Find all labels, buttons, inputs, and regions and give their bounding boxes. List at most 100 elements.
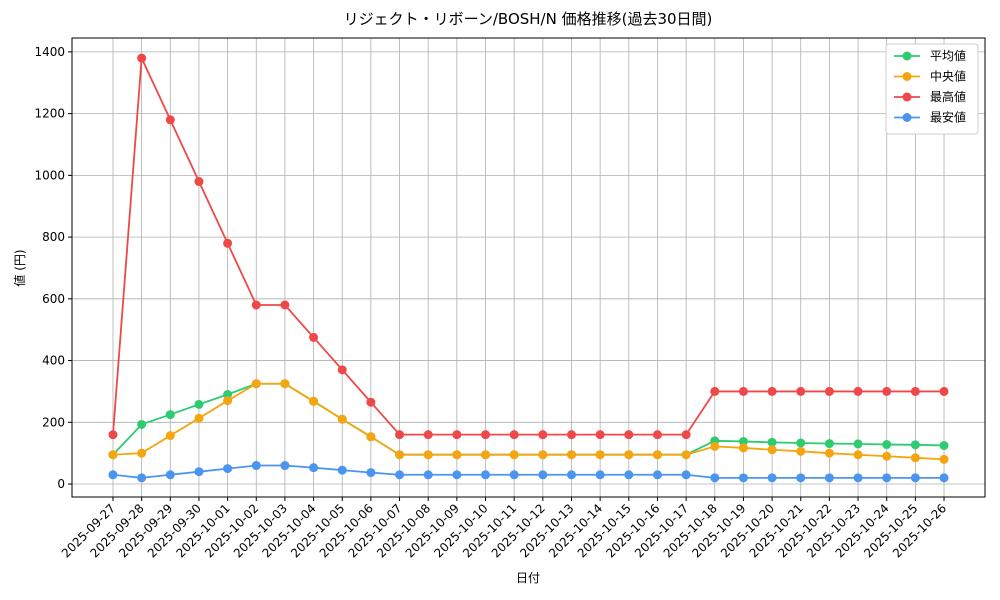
- data-point: [767, 437, 777, 447]
- data-point: [280, 379, 290, 389]
- data-point: [939, 440, 949, 450]
- data-point: [796, 473, 806, 483]
- data-point: [223, 396, 233, 406]
- legend-label: 中央値: [930, 69, 966, 84]
- series-line: [112, 382, 945, 461]
- data-point: [824, 386, 834, 396]
- data-point: [452, 470, 462, 480]
- data-point: [251, 379, 261, 389]
- data-point: [481, 450, 491, 460]
- data-point: [366, 468, 376, 478]
- y-tick-label: 1200: [34, 107, 65, 121]
- data-point: [280, 300, 290, 310]
- data-point: [853, 450, 863, 460]
- data-point: [165, 115, 175, 125]
- data-point: [566, 430, 576, 440]
- data-point: [423, 430, 433, 440]
- data-point: [137, 448, 147, 458]
- data-point: [595, 430, 605, 440]
- y-tick-label: 600: [42, 292, 65, 306]
- data-point: [796, 386, 806, 396]
- legend-marker: [902, 92, 912, 102]
- y-tick-label: 1000: [34, 168, 65, 182]
- data-point: [165, 410, 175, 420]
- data-point: [223, 238, 233, 248]
- data-point: [165, 470, 175, 480]
- data-point: [538, 470, 548, 480]
- data-point: [681, 430, 691, 440]
- data-point: [738, 473, 748, 483]
- data-point: [509, 450, 519, 460]
- data-point: [738, 443, 748, 453]
- data-point: [137, 473, 147, 483]
- series-line: [112, 54, 945, 436]
- data-point: [538, 450, 548, 460]
- legend-marker: [902, 51, 912, 61]
- plot-frame: [71, 37, 986, 498]
- data-point: [767, 386, 777, 396]
- data-point: [853, 439, 863, 449]
- data-point: [824, 473, 834, 483]
- data-point: [481, 430, 491, 440]
- data-point: [337, 414, 347, 424]
- data-point: [796, 446, 806, 456]
- data-point: [652, 430, 662, 440]
- data-point: [452, 450, 462, 460]
- data-point: [137, 53, 147, 63]
- data-point: [624, 470, 634, 480]
- data-point: [681, 450, 691, 460]
- legend-marker: [902, 113, 912, 122]
- legend-label: 平均値: [930, 48, 966, 63]
- data-point: [423, 470, 433, 480]
- data-point: [395, 450, 405, 460]
- legend-box: [885, 43, 979, 135]
- data-point: [108, 430, 118, 440]
- data-point: [882, 473, 892, 483]
- data-point: [395, 470, 405, 480]
- data-point: [710, 386, 720, 396]
- data-point: [910, 453, 920, 463]
- data-point: [595, 470, 605, 480]
- data-point: [251, 461, 261, 471]
- data-point: [939, 454, 949, 464]
- x-axis-label: 日付: [516, 571, 540, 585]
- data-point: [194, 413, 204, 423]
- data-point: [681, 470, 691, 480]
- data-point: [566, 470, 576, 480]
- y-tick-label: 0: [57, 477, 65, 491]
- data-point: [108, 470, 118, 480]
- data-point: [910, 473, 920, 483]
- data-point: [366, 432, 376, 442]
- legend-label: 最高値: [930, 89, 966, 104]
- data-point: [194, 467, 204, 477]
- y-tick-label: 800: [42, 230, 65, 244]
- data-point: [710, 473, 720, 483]
- data-point: [366, 397, 376, 407]
- data-point: [796, 438, 806, 448]
- data-point: [824, 448, 834, 458]
- data-point: [108, 450, 118, 460]
- data-point: [423, 450, 433, 460]
- data-point: [853, 386, 863, 396]
- data-point: [452, 430, 462, 440]
- data-point: [337, 365, 347, 375]
- data-point: [280, 461, 290, 471]
- data-point: [652, 470, 662, 480]
- data-point: [624, 450, 634, 460]
- data-point: [710, 441, 720, 451]
- data-point: [738, 436, 748, 446]
- data-point: [137, 419, 147, 429]
- data-point: [337, 465, 347, 475]
- data-point: [165, 431, 175, 441]
- data-point: [538, 430, 548, 440]
- y-axis-label: 値 (円): [12, 249, 27, 286]
- data-point: [939, 473, 949, 483]
- data-point: [939, 386, 949, 396]
- data-point: [395, 430, 405, 440]
- chart-title: リジェクト・リボーン/BOSH/N 価格推移(過去30日間): [344, 10, 713, 28]
- data-point: [910, 440, 920, 450]
- data-point: [882, 440, 892, 450]
- data-point: [309, 396, 319, 406]
- data-point: [767, 445, 777, 455]
